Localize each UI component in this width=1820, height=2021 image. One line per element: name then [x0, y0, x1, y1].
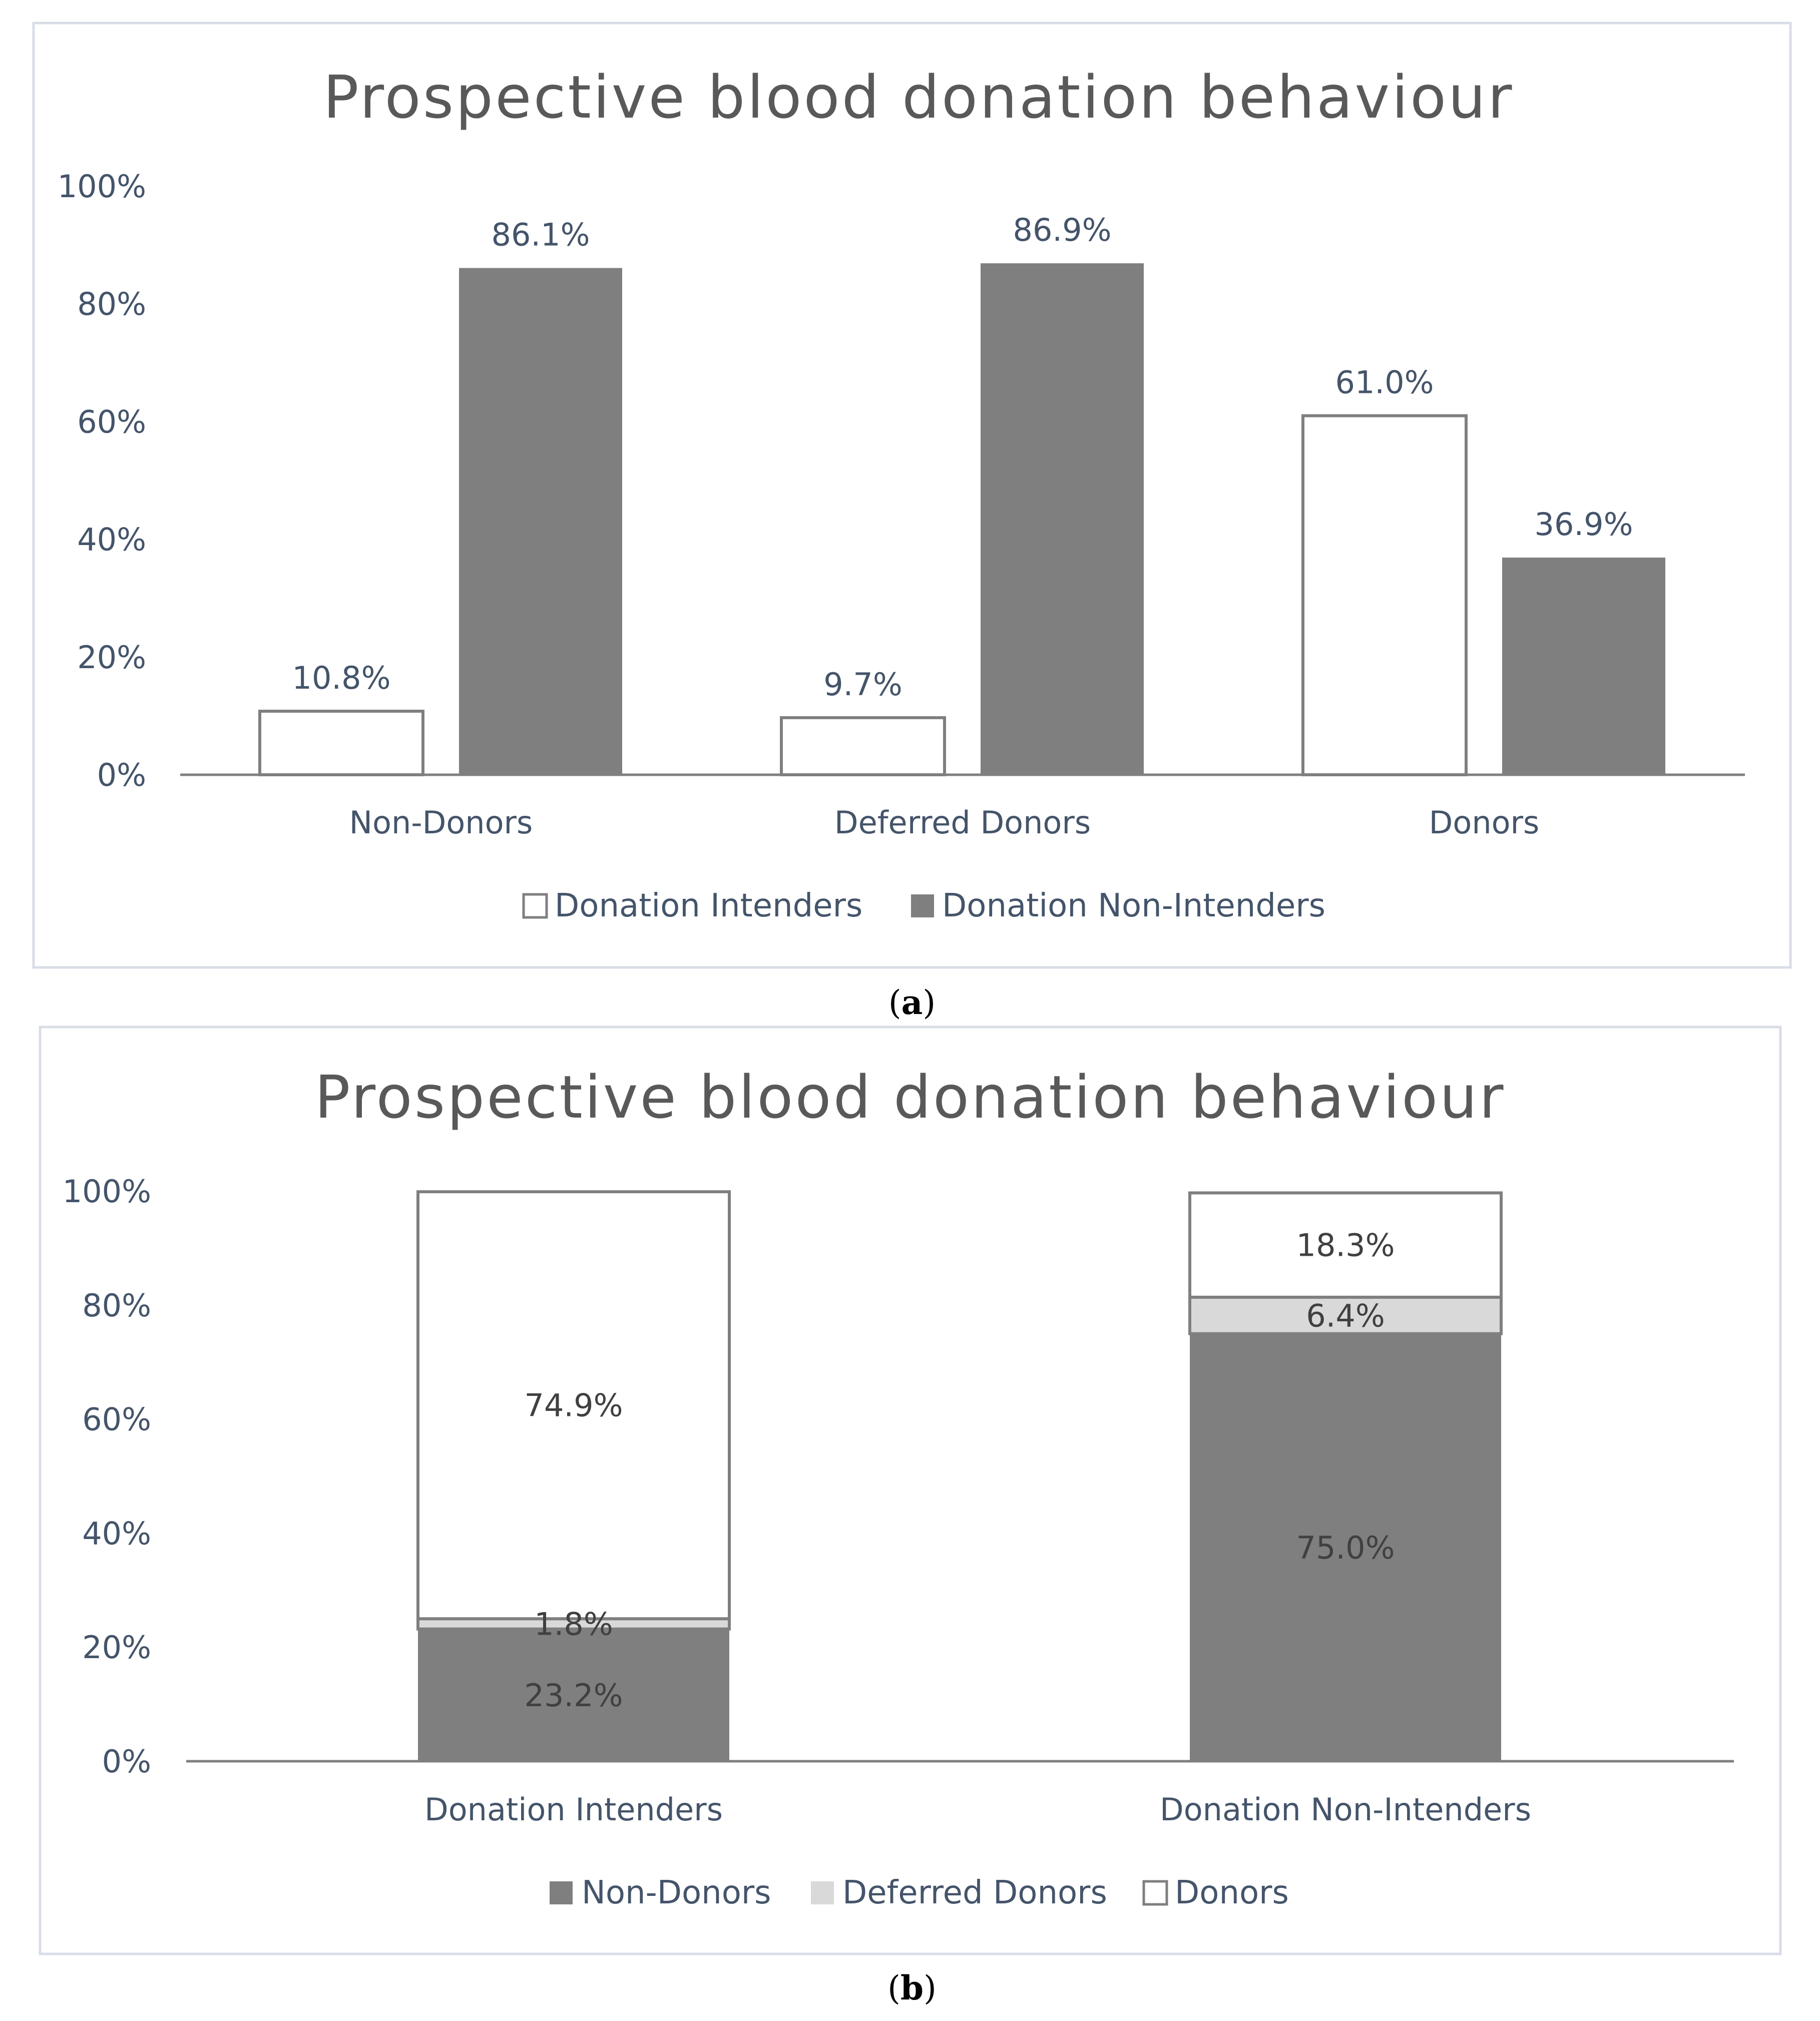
panel-b-bars: 23.2% 1.8% 74.9% 75.0% 6.4% 18.3% — [416, 1190, 1503, 1761]
panel-b: Prospective blood donation behaviour 0% 2… — [39, 1026, 1782, 1955]
panel-b-caption: (b) — [887, 1968, 937, 2007]
legend-label-donation-intenders: Donation Intenders — [555, 887, 862, 924]
panel-b-caption-letter: b — [900, 1968, 924, 2007]
legend-label-donation-non-intenders: Donation Non-Intenders — [942, 887, 1325, 924]
legend-swatch-donation-intenders — [522, 893, 548, 919]
legend-item-donation-intenders: Donation Intenders — [522, 887, 862, 924]
panel-a-title: Prospective blood donation behaviour — [323, 63, 1514, 132]
panel-b-y-tick-20: 20% — [82, 1629, 151, 1666]
panel-b-y-tick-40: 40% — [82, 1515, 151, 1552]
bar-donation-intenders-donors — [1301, 414, 1468, 776]
data-label-donation-intenders-donors: 61.0% — [1335, 364, 1434, 401]
panel-a-legend: Donation Intenders Donation Non-Intender… — [522, 887, 1325, 924]
data-label-deferred-donors-donation-non-intenders: 6.4% — [1306, 1297, 1385, 1334]
legend-label-non-donors: Non-Donors — [582, 1874, 771, 1911]
panel-a-caption: (a) — [888, 983, 936, 1022]
data-label-donation-non-intenders-deferred-donors: 86.9% — [1013, 212, 1112, 248]
data-label-donation-intenders-non-donors: 10.8% — [292, 660, 391, 696]
panel-a-category-deferred-donors: Deferred Donors — [834, 804, 1091, 841]
legend-swatch-deferred-donors — [811, 1881, 834, 1904]
legend-item-non-donors: Non-Donors — [550, 1874, 771, 1911]
bar-donation-intenders-non-donors — [258, 709, 424, 776]
legend-label-donors: Donors — [1175, 1874, 1289, 1911]
svg-text:(a): (a) — [888, 983, 936, 1022]
panel-b-y-axis: 0% 20% 40% 60% 80% 100% — [63, 1173, 151, 1780]
panel-a-frame — [32, 22, 1792, 969]
panel-a-category-donors: Donors — [1429, 804, 1540, 841]
legend-swatch-donors — [1142, 1880, 1168, 1906]
panel-a-caption-letter: a — [901, 983, 923, 1022]
panel-b-category-donation-intenders: Donation Intenders — [424, 1791, 723, 1828]
panel-a-y-tick-100: 100% — [58, 168, 146, 205]
data-label-non-donors-donation-non-intenders: 75.0% — [1296, 1530, 1395, 1566]
panel-a-caption-open: ( — [888, 983, 901, 1022]
bar-donation-non-intenders-non-donors — [459, 268, 622, 775]
segment-donors-donation-intenders — [416, 1190, 731, 1621]
legend-swatch-donation-non-intenders — [911, 894, 934, 917]
segment-non-donors-donation-intenders — [418, 1629, 729, 1761]
bar-donation-non-intenders-deferred-donors — [981, 263, 1144, 775]
data-label-donation-intenders-deferred-donors: 9.7% — [823, 666, 902, 703]
legend-swatch-non-donors — [550, 1881, 573, 1904]
panel-a-y-tick-0: 0% — [97, 757, 146, 793]
panel-b-y-tick-100: 100% — [63, 1173, 151, 1210]
segment-deferred-donors-donation-non-intenders — [1188, 1295, 1503, 1335]
panel-a: Prospective blood donation behaviour 0% 2… — [32, 22, 1792, 969]
legend-item-donors: Donors — [1142, 1874, 1289, 1911]
bar-donation-non-intenders-donors — [1502, 558, 1665, 775]
panel-b-category-donation-non-intenders: Donation Non-Intenders — [1160, 1791, 1531, 1828]
panel-b-y-tick-80: 80% — [82, 1287, 151, 1324]
segment-non-donors-donation-non-intenders — [1190, 1333, 1501, 1761]
panel-b-caption-close: ) — [924, 1969, 937, 2007]
panel-b-title: Prospective blood donation behaviour — [315, 1063, 1506, 1132]
panel-a-caption-close: ) — [923, 983, 936, 1022]
panel-b-x-axis: Donation Intenders Donation Non-Intenders — [424, 1791, 1531, 1828]
data-label-donation-non-intenders-non-donors: 86.1% — [492, 216, 590, 253]
legend-item-deferred-donors: Deferred Donors — [811, 1874, 1107, 1911]
data-label-non-donors-donation-intenders: 23.2% — [525, 1677, 623, 1714]
data-label-deferred-donors-donation-intenders: 1.8% — [534, 1606, 613, 1643]
data-label-donors-donation-intenders: 74.9% — [525, 1387, 623, 1424]
data-label-donation-non-intenders-donors: 36.9% — [1535, 506, 1633, 543]
panel-b-legend: Non-Donors Deferred Donors Donors — [550, 1874, 1289, 1911]
bar-donation-intenders-deferred-donors — [780, 716, 946, 776]
panel-a-y-tick-20: 20% — [77, 639, 146, 676]
panel-a-y-tick-80: 80% — [77, 286, 146, 322]
panel-a-y-tick-60: 60% — [77, 403, 146, 440]
panel-b-caption-open: ( — [887, 1969, 900, 2007]
panel-a-x-axis: Non-Donors Deferred Donors Donors — [349, 804, 1540, 841]
legend-label-deferred-donors: Deferred Donors — [842, 1874, 1107, 1911]
panel-a-y-tick-40: 40% — [77, 522, 146, 558]
segment-donors-donation-non-intenders — [1188, 1191, 1503, 1299]
panel-a-bars: 10.8% 86.1% 9.7% 86.9% 61.0% 36.9% — [258, 212, 1665, 776]
data-label-donors-donation-non-intenders: 18.3% — [1296, 1227, 1395, 1264]
legend-item-donation-non-intenders: Donation Non-Intenders — [911, 887, 1325, 924]
panel-b-y-tick-0: 0% — [102, 1743, 151, 1780]
panel-b-y-tick-60: 60% — [82, 1401, 151, 1438]
panel-a-category-non-donors: Non-Donors — [349, 804, 533, 841]
panel-a-y-axis: 0% 20% 40% 60% 80% 100% — [58, 168, 146, 793]
svg-text:(b): (b) — [887, 1968, 937, 2007]
